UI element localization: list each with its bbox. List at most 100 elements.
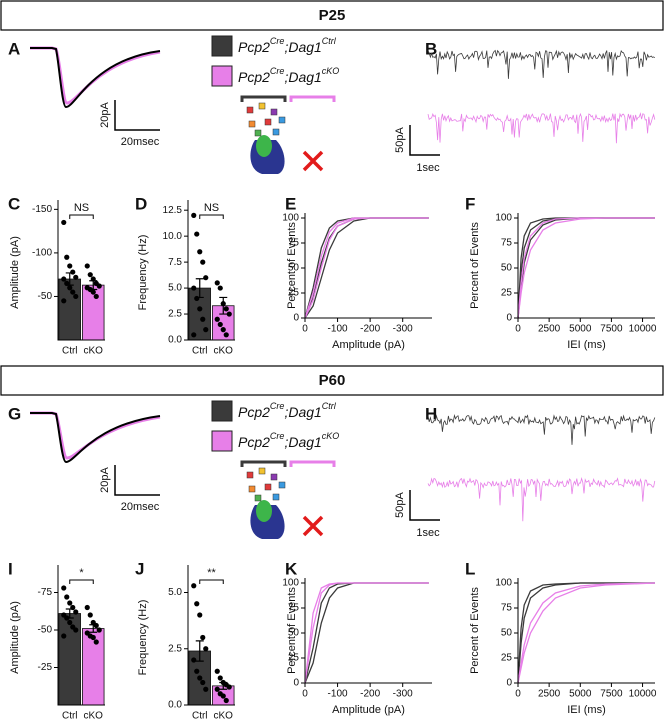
- legend-text-part: Pcp2: [238, 39, 270, 55]
- scale-label: 20pA: [99, 101, 111, 127]
- x-axis-label: IEI (ms): [567, 704, 606, 716]
- legend-text-part: Pcp2: [238, 404, 270, 420]
- data-point: [220, 301, 226, 307]
- y-tick-label: 75: [501, 603, 513, 614]
- data-point: [70, 604, 76, 611]
- avg-trace: [30, 412, 161, 464]
- data-point: [217, 321, 223, 328]
- y-tick-label: -50: [38, 291, 53, 302]
- data-point: [70, 269, 76, 275]
- legend-text-part: cKO: [322, 431, 340, 441]
- y-tick-label: 50: [501, 263, 513, 274]
- data-point: [217, 675, 223, 681]
- x-tick-label: -300: [393, 324, 413, 335]
- red-x: [302, 515, 324, 537]
- x-tick-label: cKO: [214, 711, 234, 719]
- data-point: [223, 332, 229, 338]
- x-tick-label: 0: [515, 324, 521, 335]
- error-bar: [195, 640, 204, 662]
- legend-text-part: ;Dag1: [284, 69, 321, 85]
- avg-trace: [30, 47, 161, 109]
- data-point: [64, 254, 70, 260]
- data-point: [203, 327, 209, 333]
- data-point: [67, 619, 73, 626]
- x-tick-label: 7500: [600, 689, 623, 700]
- scale-bar: [409, 125, 440, 156]
- x-axis-label: Amplitude (pA): [332, 704, 405, 716]
- data-point: [61, 585, 67, 591]
- y-tick-label: 100: [282, 213, 299, 224]
- y-tick-label: 0.0: [168, 335, 182, 346]
- molecule-icon: [264, 483, 272, 491]
- y-tick-label: 75: [501, 238, 513, 249]
- cumulative-line: [517, 582, 655, 684]
- raw-trace: [427, 112, 656, 144]
- data-point: [84, 604, 90, 611]
- neuron-nucleus: [256, 500, 272, 522]
- y-axis-label: Amplitude (pA): [9, 601, 21, 674]
- bracket: [289, 460, 336, 467]
- data-point: [203, 646, 209, 652]
- panel-letter: I: [8, 559, 13, 578]
- x-axis-label: Amplitude (pA): [332, 339, 405, 351]
- cumulative-line: [517, 582, 656, 684]
- data-point: [61, 633, 67, 639]
- y-tick-label: 0: [293, 313, 299, 324]
- y-tick-label: 7.5: [168, 257, 182, 268]
- x-tick-label: 10000: [629, 689, 657, 700]
- legend-label: Pcp2Cre;Dag1Ctrl: [238, 36, 337, 54]
- x-tick-label: Ctrl: [192, 711, 208, 719]
- panel-letter: J: [135, 559, 144, 578]
- legend-swatch: [211, 65, 233, 87]
- panel-letter: E: [285, 194, 296, 213]
- cumulative-line: [304, 217, 429, 319]
- legend-text-part: Pcp2: [238, 69, 270, 85]
- scale-label: 1sec: [416, 527, 440, 539]
- y-tick-label: -75: [38, 587, 53, 598]
- molecule-icon: [270, 108, 278, 116]
- molecule-icon: [254, 129, 262, 137]
- data-point: [200, 634, 206, 641]
- panel-letter: H: [425, 404, 437, 423]
- y-tick-label: 100: [495, 578, 512, 589]
- molecule-icon: [246, 471, 254, 479]
- x-tick-label: 2500: [538, 689, 561, 700]
- scale-label: 20msec: [121, 501, 160, 513]
- significance-bracket: [69, 579, 94, 584]
- cumulative-line: [304, 217, 429, 319]
- data-point: [203, 275, 209, 281]
- bracket: [289, 95, 336, 102]
- x-tick-label: -100: [328, 689, 348, 700]
- x-tick-label: -200: [360, 324, 380, 335]
- x-tick-label: -300: [393, 689, 413, 700]
- raw-trace: [427, 477, 656, 522]
- data-point: [93, 622, 99, 629]
- y-tick-label: 0: [506, 313, 512, 324]
- scale-label: 50pA: [394, 126, 406, 152]
- data-point: [67, 600, 73, 606]
- scale-bar: [114, 100, 160, 131]
- data-point: [214, 686, 220, 692]
- scale-bar: [409, 490, 440, 521]
- data-point: [220, 327, 226, 333]
- data-point: [220, 693, 226, 699]
- axis: [517, 578, 655, 684]
- legend-text-part: Cre: [270, 401, 285, 411]
- data-point: [93, 293, 99, 300]
- y-tick-label: 75: [288, 238, 300, 249]
- y-tick-label: 100: [495, 213, 512, 224]
- cumulative-line: [517, 217, 655, 319]
- cumulative-line: [304, 582, 429, 684]
- significance-bracket: [199, 214, 224, 219]
- y-tick-label: 25: [288, 288, 300, 299]
- data-point: [200, 316, 206, 322]
- data-point: [217, 285, 223, 291]
- axis: [304, 578, 432, 684]
- cumulative-line: [517, 217, 655, 319]
- legend-text-part: Ctrl: [322, 36, 337, 46]
- section-title: P60: [319, 372, 346, 389]
- y-tick-label: -150: [32, 204, 52, 215]
- x-tick-label: 0: [302, 324, 308, 335]
- molecule-icon: [258, 467, 266, 475]
